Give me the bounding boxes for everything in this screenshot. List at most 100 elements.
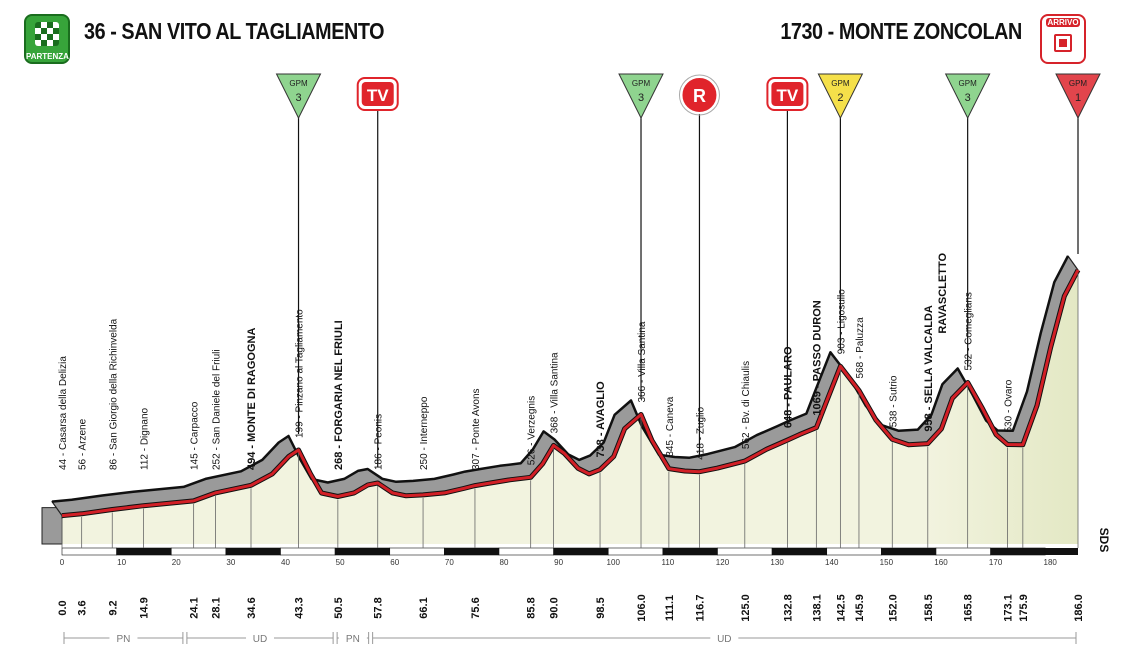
sds-mark: SDS	[1097, 528, 1111, 553]
axis-segment	[444, 547, 500, 556]
finish-title: 1730 - MONTE ZONCOLAN	[780, 18, 1022, 44]
axis-tick-label: 50	[336, 558, 345, 567]
km-label: 14.9	[138, 597, 150, 618]
start-block	[41, 507, 63, 545]
gpm-label: GPM	[959, 79, 978, 88]
province-label: PN	[116, 634, 130, 645]
axis-segment	[607, 547, 664, 556]
axis-tick-label: 80	[500, 558, 509, 567]
axis-tick-label: 90	[554, 558, 563, 567]
gpm-category: 1	[1075, 92, 1081, 104]
axis-segment	[881, 547, 937, 556]
km-label: 24.1	[189, 597, 201, 618]
waypoint-label: 307 - Ponte Avons	[471, 388, 482, 470]
axis-segment	[170, 547, 227, 556]
gpm-category: 3	[638, 92, 644, 104]
axis-tick-label: 20	[172, 558, 181, 567]
km-label: 0.0	[57, 600, 69, 615]
km-label: 116.7	[694, 595, 706, 622]
waypoint-label: 44 - Casarsa della Delizia	[58, 356, 69, 470]
gpm-label: GPM	[289, 79, 308, 88]
axis-tick-label: 170	[989, 558, 1003, 567]
start-badge-icon: PARTENZA	[24, 14, 70, 64]
axis-segment	[935, 547, 991, 556]
axis-segment	[662, 547, 718, 556]
axis-segment	[1045, 548, 1078, 555]
gpm-triangle	[1055, 73, 1101, 120]
axis-tick-label: 180	[1044, 558, 1058, 567]
waypoint-label: 562 - Bv. di Chiaulis	[741, 361, 752, 449]
axis-segment	[225, 547, 281, 556]
waypoint-label: 250 - Interneppo	[419, 396, 430, 470]
km-label: 43.3	[294, 597, 306, 618]
waypoint-label: 252 - San Daniele del Friuli	[211, 349, 222, 470]
gpm-label: GPM	[1069, 79, 1088, 88]
km-label: 98.5	[595, 597, 607, 618]
province-label-bg	[710, 631, 739, 645]
waypoint-label: 366 - Villa Santina	[637, 321, 648, 402]
waypoint-label: 368 - Villa Santina	[550, 352, 561, 433]
refreshment-circle	[680, 76, 719, 114]
axis-segment	[771, 547, 828, 556]
gpm-triangle	[944, 73, 991, 120]
finish-target-icon	[1054, 34, 1072, 52]
tv-box-inner	[771, 82, 804, 106]
km-label: 3.6	[77, 600, 89, 615]
km-label: 138.1	[811, 594, 823, 622]
km-label: 85.8	[526, 597, 538, 618]
km-label: 111.1	[664, 595, 676, 621]
axis-segment	[389, 547, 445, 556]
waypoint-label: 345 - Caneva	[665, 396, 676, 456]
km-label: 152.0	[887, 594, 899, 622]
axis-segment	[717, 547, 773, 556]
waypoint-label: 903 - Ligosullo	[836, 289, 847, 354]
km-label: 75.6	[470, 597, 482, 618]
waypoint-label: 418 - Zuglio	[695, 406, 706, 459]
waypoint-label: 526 - Verzegnis	[527, 396, 538, 466]
waypoint-label: 538 - Sutrio	[888, 375, 899, 427]
km-label: 34.6	[246, 597, 258, 618]
axis-tick-label: 160	[934, 558, 948, 567]
km-label: 50.5	[333, 597, 345, 618]
axis-tick-label: 130	[770, 558, 784, 567]
start-badge-label: PARTENZA	[26, 52, 69, 61]
km-label: 175.9	[1018, 594, 1030, 622]
road-line	[61, 269, 1080, 518]
waypoint-label: 1069 - PASSO DURON	[811, 300, 823, 415]
axis-tick-label: 60	[390, 558, 399, 567]
province-label: UD	[717, 634, 731, 645]
waypoint-label: 186 - Peonis	[374, 414, 385, 470]
waypoint-label: 56 - Arzene	[78, 418, 89, 470]
gpm-triangle	[618, 73, 664, 120]
waypoint-label: 86 - San Giorgio della Richinvelda	[108, 318, 119, 470]
gpm-label: GPM	[632, 79, 651, 88]
refreshment-label: R	[693, 86, 706, 106]
axis-tick-label: 100	[607, 558, 621, 567]
km-label: 145.9	[854, 594, 866, 622]
gpm-category: 3	[295, 92, 301, 104]
axis-tick-label: 120	[716, 558, 730, 567]
waypoint-label: 648 - PAULARO	[782, 346, 794, 428]
gpm-label: GPM	[831, 79, 850, 88]
axis-tick-label: 110	[661, 558, 674, 567]
province-label-bg	[109, 631, 138, 645]
refreshment-ring	[678, 74, 720, 116]
waypoint-label: 568 - Paluzza	[855, 317, 866, 379]
axis-segment	[826, 547, 882, 556]
province-label-bg	[246, 631, 275, 645]
waypoint-label: 738 - AVAGLIO	[595, 381, 607, 458]
tv-icon-label: TV	[367, 86, 389, 105]
km-label: 106.0	[636, 594, 648, 622]
waypoint-label: 958 - SELLA VALCALDA	[923, 305, 935, 432]
km-label: 142.5	[835, 594, 847, 622]
waypoint-label: 145 - Carpacco	[190, 401, 201, 470]
finish-badge-label: ARRIVO	[1046, 18, 1080, 27]
tv-box-inner	[361, 82, 394, 106]
axis-segment	[498, 547, 554, 556]
axis-tick-label: 150	[880, 558, 894, 567]
km-label: 28.1	[210, 597, 222, 618]
km-label: 9.2	[107, 600, 119, 615]
km-label: 57.8	[373, 597, 385, 618]
